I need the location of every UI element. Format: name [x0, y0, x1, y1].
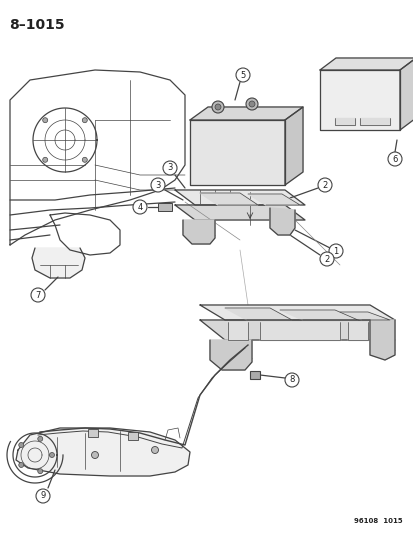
Text: 4: 4	[137, 203, 142, 212]
Circle shape	[245, 98, 257, 110]
Text: 9: 9	[40, 491, 45, 500]
Polygon shape	[32, 248, 85, 278]
Polygon shape	[269, 208, 294, 235]
Polygon shape	[209, 340, 252, 370]
Circle shape	[43, 118, 47, 123]
Text: 5: 5	[240, 70, 245, 79]
Polygon shape	[334, 118, 354, 125]
Text: 96108  1015: 96108 1015	[354, 518, 402, 524]
Polygon shape	[399, 58, 413, 130]
Circle shape	[317, 178, 331, 192]
Polygon shape	[199, 305, 394, 320]
Text: 3: 3	[155, 181, 160, 190]
Polygon shape	[319, 70, 399, 130]
Text: 2: 2	[322, 181, 327, 190]
Circle shape	[214, 104, 221, 110]
Text: 1: 1	[332, 246, 338, 255]
Polygon shape	[224, 308, 291, 320]
Circle shape	[151, 447, 158, 454]
Circle shape	[319, 252, 333, 266]
Polygon shape	[259, 322, 339, 340]
Circle shape	[235, 68, 249, 82]
Circle shape	[284, 373, 298, 387]
Circle shape	[133, 200, 147, 214]
Circle shape	[50, 453, 55, 457]
Circle shape	[38, 469, 43, 474]
Polygon shape	[339, 312, 389, 320]
Polygon shape	[190, 107, 302, 120]
Bar	[128, 432, 138, 440]
Circle shape	[211, 101, 223, 113]
Circle shape	[151, 178, 165, 192]
Circle shape	[43, 157, 47, 163]
Circle shape	[328, 244, 342, 258]
Circle shape	[91, 451, 98, 458]
Polygon shape	[183, 220, 214, 244]
Polygon shape	[16, 428, 190, 476]
Polygon shape	[199, 320, 394, 340]
Text: 6: 6	[392, 155, 397, 164]
Polygon shape	[369, 320, 394, 360]
Bar	[88, 429, 98, 437]
Polygon shape	[284, 107, 302, 185]
Text: 2: 2	[324, 254, 329, 263]
Circle shape	[19, 442, 24, 448]
Polygon shape	[319, 58, 413, 70]
Circle shape	[248, 101, 254, 107]
Polygon shape	[347, 322, 367, 340]
Circle shape	[82, 118, 87, 123]
Polygon shape	[247, 194, 299, 205]
Polygon shape	[279, 310, 357, 320]
Polygon shape	[190, 120, 284, 185]
Circle shape	[31, 288, 45, 302]
Text: 8: 8	[289, 376, 294, 384]
Circle shape	[387, 152, 401, 166]
Circle shape	[36, 489, 50, 503]
Polygon shape	[228, 322, 247, 340]
Bar	[249, 371, 259, 379]
Circle shape	[163, 161, 177, 175]
Polygon shape	[175, 190, 304, 205]
Text: 3: 3	[167, 164, 172, 173]
Circle shape	[38, 437, 43, 441]
Polygon shape	[175, 205, 304, 220]
Polygon shape	[199, 193, 257, 205]
Polygon shape	[359, 118, 389, 125]
Text: 7: 7	[35, 290, 40, 300]
Bar	[158, 203, 171, 211]
Circle shape	[82, 157, 87, 163]
Text: 8–1015: 8–1015	[9, 18, 64, 32]
Circle shape	[19, 463, 24, 467]
